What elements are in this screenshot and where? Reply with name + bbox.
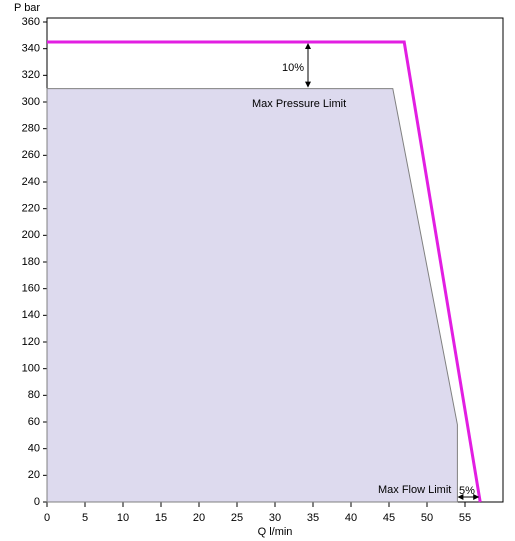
x-tick-label: 45	[383, 512, 395, 524]
y-tick-label: 20	[28, 469, 40, 481]
x-tick-label: 30	[269, 512, 281, 524]
x-tick-label: 10	[117, 512, 129, 524]
annotation: Max Pressure Limit	[252, 98, 346, 110]
y-tick-label: 240	[22, 176, 40, 188]
y-tick-label: 40	[28, 443, 40, 455]
y-tick-label: 180	[22, 256, 40, 268]
y-tick-label: 160	[22, 283, 40, 295]
y-tick-label: 60	[28, 416, 40, 428]
x-axis-label: Q l/min	[258, 526, 293, 538]
area	[46, 88, 458, 503]
y-tick-label: 360	[22, 16, 40, 28]
y-tick-label: 260	[22, 149, 40, 161]
annotation: 5%	[459, 485, 475, 497]
y-tick-label: 100	[22, 363, 40, 375]
y-tick-label: 300	[22, 96, 40, 108]
x-tick-label: 55	[459, 512, 471, 524]
annotation: Max Flow Limit	[378, 484, 451, 496]
y-tick-label: 80	[28, 389, 40, 401]
x-tick-label: 35	[307, 512, 319, 524]
y-tick-label: 120	[22, 336, 40, 348]
y-tick-label: 320	[22, 69, 40, 81]
y-tick-label: 140	[22, 309, 40, 321]
x-tick-label: 50	[421, 512, 433, 524]
line	[47, 40, 482, 503]
x-tick-label: 0	[44, 512, 50, 524]
y-tick-label: 200	[22, 229, 40, 241]
y-axis-label: P bar	[14, 2, 40, 14]
y-tick-label: 220	[22, 203, 40, 215]
x-tick-label: 5	[82, 512, 88, 524]
y-tick-label: 280	[22, 123, 40, 135]
x-tick-label: 40	[345, 512, 357, 524]
y-tick-label: 0	[34, 496, 40, 508]
y-tick-label: 340	[22, 43, 40, 55]
annotation: 10%	[282, 62, 304, 74]
x-tick-label: 20	[193, 512, 205, 524]
x-tick-label: 15	[155, 512, 167, 524]
x-tick-label: 25	[231, 512, 243, 524]
